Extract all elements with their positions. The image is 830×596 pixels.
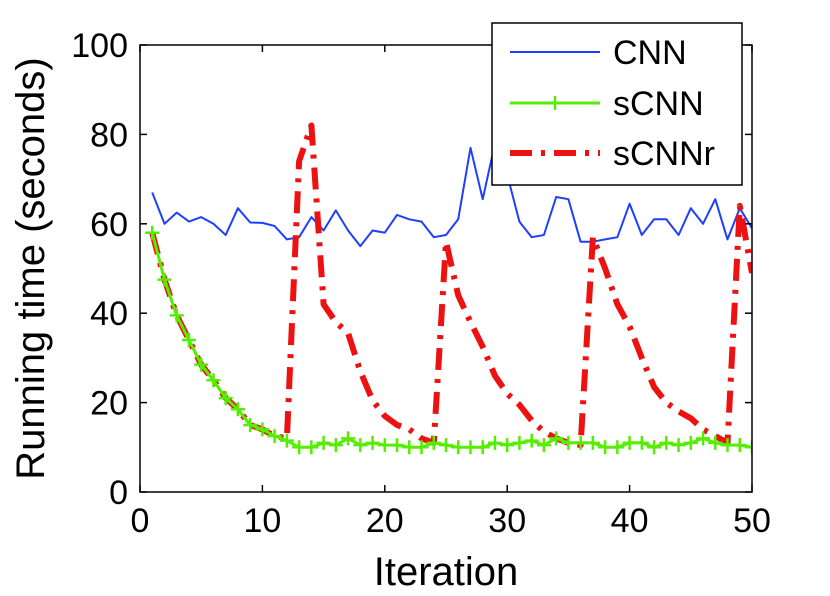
series-point-sCNN — [549, 431, 564, 446]
series-point-sCNN — [573, 435, 588, 450]
series-point-sCNN — [218, 391, 233, 406]
x-tick-label: 50 — [733, 502, 771, 540]
series-point-sCNN — [304, 440, 319, 455]
series-point-sCNN — [745, 440, 752, 455]
series-point-sCNN — [524, 433, 539, 448]
series-point-sCNN — [671, 438, 686, 453]
legend-label: sCNNr — [613, 135, 715, 173]
series-line-CNN — [151, 142, 752, 248]
series-point-sCNN — [610, 440, 625, 455]
series-point-sCNN — [328, 438, 343, 453]
axes-box — [139, 44, 753, 493]
y-tick-label: 80 — [90, 116, 128, 154]
y-tick-label: 0 — [109, 474, 128, 512]
y-tick-label: 100 — [71, 27, 128, 65]
legend: CNN sCNN sCNNr — [491, 22, 743, 186]
series-point-sCNN — [390, 438, 405, 453]
series-point-sCNN — [365, 435, 380, 450]
series-point-sCNN — [169, 308, 184, 323]
series-point-sCNN — [708, 435, 723, 450]
series-layer — [145, 122, 752, 455]
series-point-sCNN — [475, 440, 490, 455]
series-point-sCNN — [353, 438, 368, 453]
series-point-sCNN — [157, 272, 172, 287]
series-point-sCNN — [439, 438, 453, 453]
y-tick-label: 20 — [90, 385, 128, 423]
legend-label: sCNN — [613, 85, 704, 123]
series-point-sCNN — [402, 440, 417, 455]
series-point-sCNN — [598, 440, 613, 455]
series-point-sCNN — [341, 431, 356, 446]
series-point-sCNN — [463, 440, 478, 455]
series-point-sCNN — [647, 440, 662, 455]
series-point-sCNN — [451, 440, 466, 455]
series-point-sCNN — [243, 417, 258, 432]
series-point-sCNN — [426, 435, 441, 450]
series-point-sCNN — [659, 435, 674, 450]
series-point-sCNN — [696, 431, 711, 446]
series-point-sCNN — [536, 438, 551, 453]
y-tick-label: 60 — [90, 206, 128, 244]
x-tick-label: 30 — [488, 502, 526, 540]
x-tick-label: 0 — [131, 502, 150, 540]
series-point-sCNN — [585, 435, 600, 450]
series-point-sCNN — [377, 438, 392, 453]
series-point-sCNN — [683, 435, 698, 450]
series-point-sCNN — [732, 438, 747, 453]
series-point-sCNN — [634, 435, 649, 450]
series-point-sCNN — [194, 357, 209, 372]
series-point-sCNN — [292, 440, 307, 455]
y-tick-label: 40 — [90, 295, 128, 333]
series-point-sCNN — [279, 433, 294, 448]
legend-label: CNN — [613, 34, 687, 72]
x-tick-label: 40 — [611, 502, 649, 540]
x-tick-label: 10 — [243, 502, 281, 540]
series-point-sCNN — [414, 440, 429, 455]
x-tick-label: 20 — [366, 502, 404, 540]
series-point-sCNN — [255, 422, 270, 437]
series-point-sCNN — [720, 438, 735, 453]
legend-marker-sCNN — [548, 96, 562, 110]
series-point-sCNN — [512, 435, 527, 450]
series-point-sCNN — [500, 438, 515, 453]
series-point-sCNN — [487, 435, 502, 450]
x-axis-label: Iteration — [374, 550, 519, 594]
series-point-sCNN — [316, 435, 331, 450]
series-point-sCNN — [145, 225, 160, 240]
series-point-sCNN — [181, 333, 196, 348]
series-point-sCNN — [622, 435, 637, 450]
series-point-sCNN — [561, 435, 576, 450]
ticks: 0 10 20 30 40 50 0 20 40 60 80 100 — [71, 27, 771, 540]
series-point-sCNN — [230, 402, 245, 417]
series-point-sCNN — [206, 373, 221, 388]
y-axis-label: Running time (seconds) — [9, 57, 53, 479]
series-point-sCNN — [267, 429, 282, 444]
